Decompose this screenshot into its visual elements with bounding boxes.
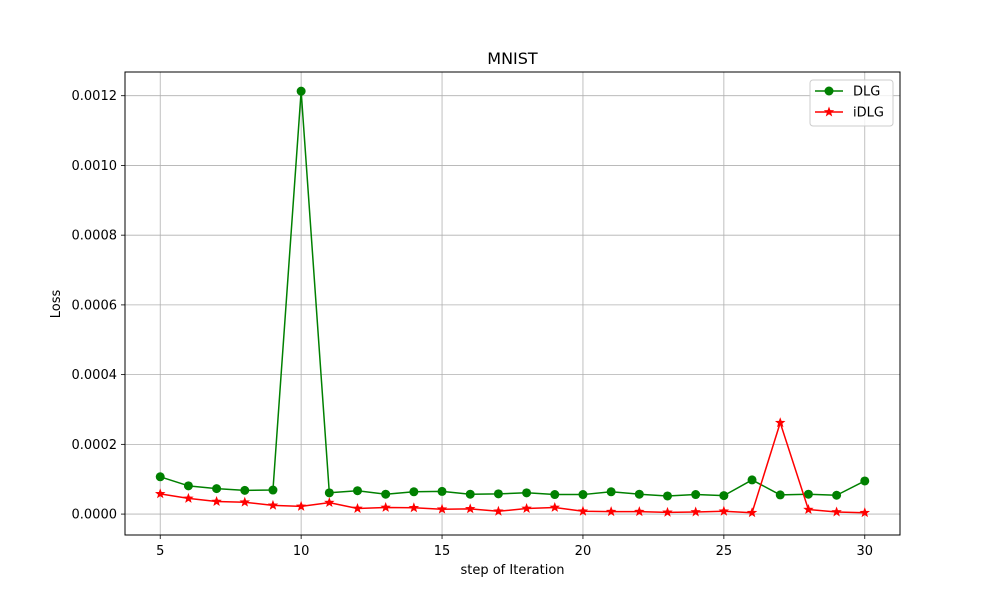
idlg-point bbox=[324, 497, 335, 508]
idlg-point bbox=[605, 506, 617, 517]
idlg-point bbox=[267, 499, 279, 510]
y-tick-label: 0.0004 bbox=[72, 368, 118, 383]
dlg-point bbox=[268, 485, 278, 495]
dlg-point bbox=[578, 490, 588, 500]
dlg-point bbox=[634, 489, 644, 499]
legend: DLG iDLG bbox=[809, 79, 894, 127]
legend-idlg-label: iDLG bbox=[853, 106, 884, 121]
dlg-point bbox=[522, 488, 532, 498]
y-tick-label: 0.0002 bbox=[72, 438, 118, 453]
idlg-point bbox=[465, 503, 476, 514]
dlg-point bbox=[437, 486, 447, 496]
x-tick-label: 25 bbox=[716, 544, 733, 559]
y-tick-label: 0.0010 bbox=[72, 159, 118, 174]
idlg-point bbox=[634, 506, 645, 517]
legend-entry-idlg: iDLG bbox=[815, 106, 884, 121]
idlg-point bbox=[690, 506, 701, 517]
dlg-point bbox=[493, 489, 503, 499]
dlg-point bbox=[747, 475, 757, 485]
dlg-point bbox=[296, 86, 306, 96]
y-tick-label: 0.0012 bbox=[72, 89, 118, 104]
dlg-point bbox=[324, 488, 334, 498]
x-tick-label: 10 bbox=[293, 544, 310, 559]
dlg-point bbox=[832, 490, 842, 500]
idlg-point bbox=[662, 506, 673, 517]
x-tick-label: 5 bbox=[156, 544, 164, 559]
dlg-point bbox=[155, 472, 165, 482]
idlg-point bbox=[380, 501, 391, 512]
x-tick-label: 20 bbox=[575, 544, 592, 559]
idlg-point bbox=[746, 507, 758, 518]
series-dlg bbox=[155, 86, 870, 501]
dlg-point bbox=[606, 487, 616, 497]
idlg-point bbox=[521, 503, 532, 513]
dlg-point bbox=[465, 489, 475, 499]
x-tick-label: 30 bbox=[856, 544, 873, 559]
axis-ticks: 5 10 15 20 25 30 0.0000 0.0002 0.0004 0.0006 0.000… bbox=[72, 89, 874, 559]
dlg-point bbox=[719, 491, 729, 501]
idlg-point bbox=[211, 496, 222, 506]
dlg-point bbox=[381, 489, 391, 499]
y-tick-label: 0.0008 bbox=[72, 229, 118, 244]
idlg-point bbox=[155, 488, 166, 499]
dlg-point bbox=[212, 484, 222, 494]
idlg-point bbox=[183, 492, 194, 503]
dlg-line bbox=[160, 90, 866, 497]
legend-entry-dlg: DLG bbox=[815, 85, 880, 100]
dlg-point bbox=[803, 489, 813, 499]
dlg-point bbox=[860, 476, 870, 486]
idlg-point bbox=[239, 496, 250, 507]
idlg-point bbox=[775, 417, 786, 428]
y-tick-label: 0.0000 bbox=[72, 508, 118, 523]
plot-frame bbox=[124, 71, 901, 536]
chart-title: MNIST bbox=[487, 49, 538, 68]
dlg-point bbox=[183, 481, 193, 491]
idlg-point bbox=[408, 502, 420, 513]
legend-dlg-marker bbox=[824, 86, 834, 96]
idlg-point bbox=[295, 500, 307, 511]
series-idlg bbox=[155, 417, 870, 518]
idlg-point bbox=[803, 504, 814, 514]
dlg-point bbox=[353, 486, 362, 496]
idlg-point bbox=[436, 503, 448, 514]
y-axis-label: Loss bbox=[49, 290, 64, 319]
dlg-point bbox=[691, 490, 701, 500]
idlg-line bbox=[160, 421, 865, 514]
grid bbox=[125, 72, 900, 535]
idlg-point bbox=[352, 503, 363, 513]
x-axis-label: step of Iteration bbox=[460, 563, 564, 578]
dlg-point bbox=[663, 491, 672, 501]
y-tick-label: 0.0006 bbox=[72, 298, 118, 313]
idlg-point bbox=[493, 505, 504, 516]
dlg-point bbox=[240, 485, 250, 495]
idlg-point bbox=[859, 507, 870, 518]
idlg-point bbox=[577, 505, 589, 516]
dlg-point bbox=[775, 490, 785, 500]
idlg-point bbox=[718, 505, 730, 516]
x-tick-label: 15 bbox=[434, 544, 451, 559]
idlg-point bbox=[549, 501, 560, 512]
dlg-point bbox=[409, 487, 419, 497]
dlg-point bbox=[550, 490, 560, 500]
idlg-point bbox=[831, 506, 842, 517]
legend-idlg-marker bbox=[823, 106, 835, 117]
series-layer bbox=[155, 86, 870, 518]
legend-dlg-label: DLG bbox=[853, 85, 880, 100]
